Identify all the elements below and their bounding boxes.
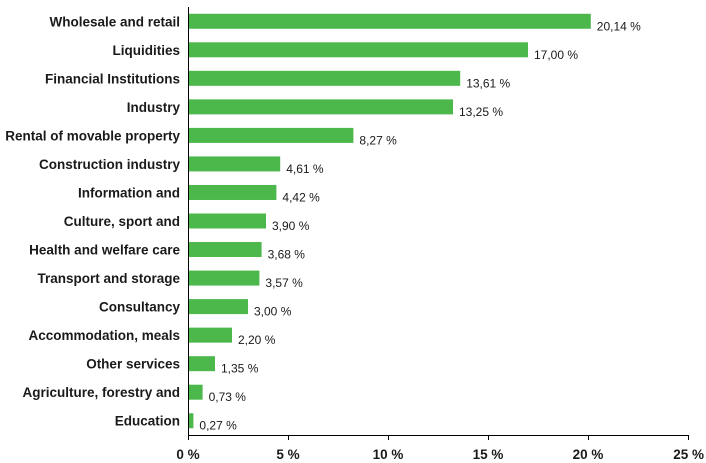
- bar-9: [189, 270, 260, 286]
- bar-7: [189, 213, 266, 229]
- value-label-2: 13,61 %: [466, 76, 510, 90]
- x-tick-label-3: 15 %: [473, 447, 504, 462]
- bar-11: [189, 327, 232, 343]
- category-label-2: Financial Institutions: [45, 71, 180, 86]
- category-label-5: Construction industry: [39, 157, 180, 172]
- category-label-9: Transport and storage: [37, 271, 180, 286]
- value-label-8: 3,68 %: [268, 248, 306, 262]
- category-labels-group: Wholesale and retail Liquidities Financial…: [5, 14, 180, 428]
- bar-13: [189, 384, 203, 400]
- category-label-6: Information and: [78, 185, 180, 200]
- bar-1: [189, 42, 528, 58]
- value-label-14: 0,27 %: [199, 419, 237, 433]
- bar-2: [189, 70, 461, 86]
- x-tick-label-1: 5 %: [276, 447, 299, 462]
- value-label-3: 13,25 %: [459, 105, 503, 119]
- value-label-13: 0,73 %: [209, 390, 247, 404]
- category-label-10: Consultancy: [99, 300, 181, 315]
- x-ticks-group: 0 % 5 % 10 % 15 % 20 % 25 %: [176, 435, 704, 462]
- value-label-0: 20,14 %: [597, 19, 641, 33]
- x-tick-label-5: 25 %: [673, 447, 704, 462]
- value-label-7: 3,90 %: [272, 219, 310, 233]
- bar-5: [189, 156, 281, 172]
- bar-6: [189, 184, 277, 200]
- bars-group: [189, 13, 591, 429]
- value-label-6: 4,42 %: [282, 190, 320, 204]
- bar-8: [189, 242, 262, 258]
- value-label-12: 1,35 %: [221, 362, 259, 376]
- category-label-0: Wholesale and retail: [49, 14, 180, 29]
- bar-14: [189, 413, 194, 429]
- value-label-1: 17,00 %: [534, 48, 578, 62]
- x-tick-label-4: 20 %: [573, 447, 604, 462]
- value-label-4: 8,27 %: [359, 133, 397, 147]
- category-label-12: Other services: [86, 357, 180, 372]
- category-label-8: Health and welfare care: [29, 243, 180, 258]
- category-label-4: Rental of movable property: [5, 128, 180, 143]
- category-label-7: Culture, sport and: [64, 214, 180, 229]
- category-label-1: Liquidities: [113, 43, 181, 58]
- x-tick-label-2: 10 %: [373, 447, 404, 462]
- category-label-11: Accommodation, meals: [28, 328, 180, 343]
- value-label-9: 3,57 %: [265, 276, 303, 290]
- x-tick-label-0: 0 %: [176, 447, 199, 462]
- bar-0: [189, 13, 591, 29]
- value-labels-group: 20,14 % 17,00 % 13,61 % 13,25 % 8,27 % 4,61 %…: [199, 19, 641, 432]
- bar-10: [189, 299, 248, 315]
- category-label-3: Industry: [127, 100, 181, 115]
- category-label-13: Agriculture, forestry and: [22, 385, 180, 400]
- bar-4: [189, 127, 354, 143]
- value-label-11: 2,20 %: [238, 333, 276, 347]
- category-label-14: Education: [115, 414, 180, 429]
- bar-12: [189, 356, 215, 372]
- value-label-10: 3,00 %: [254, 305, 292, 319]
- value-label-5: 4,61 %: [286, 162, 324, 176]
- bar-3: [189, 99, 453, 115]
